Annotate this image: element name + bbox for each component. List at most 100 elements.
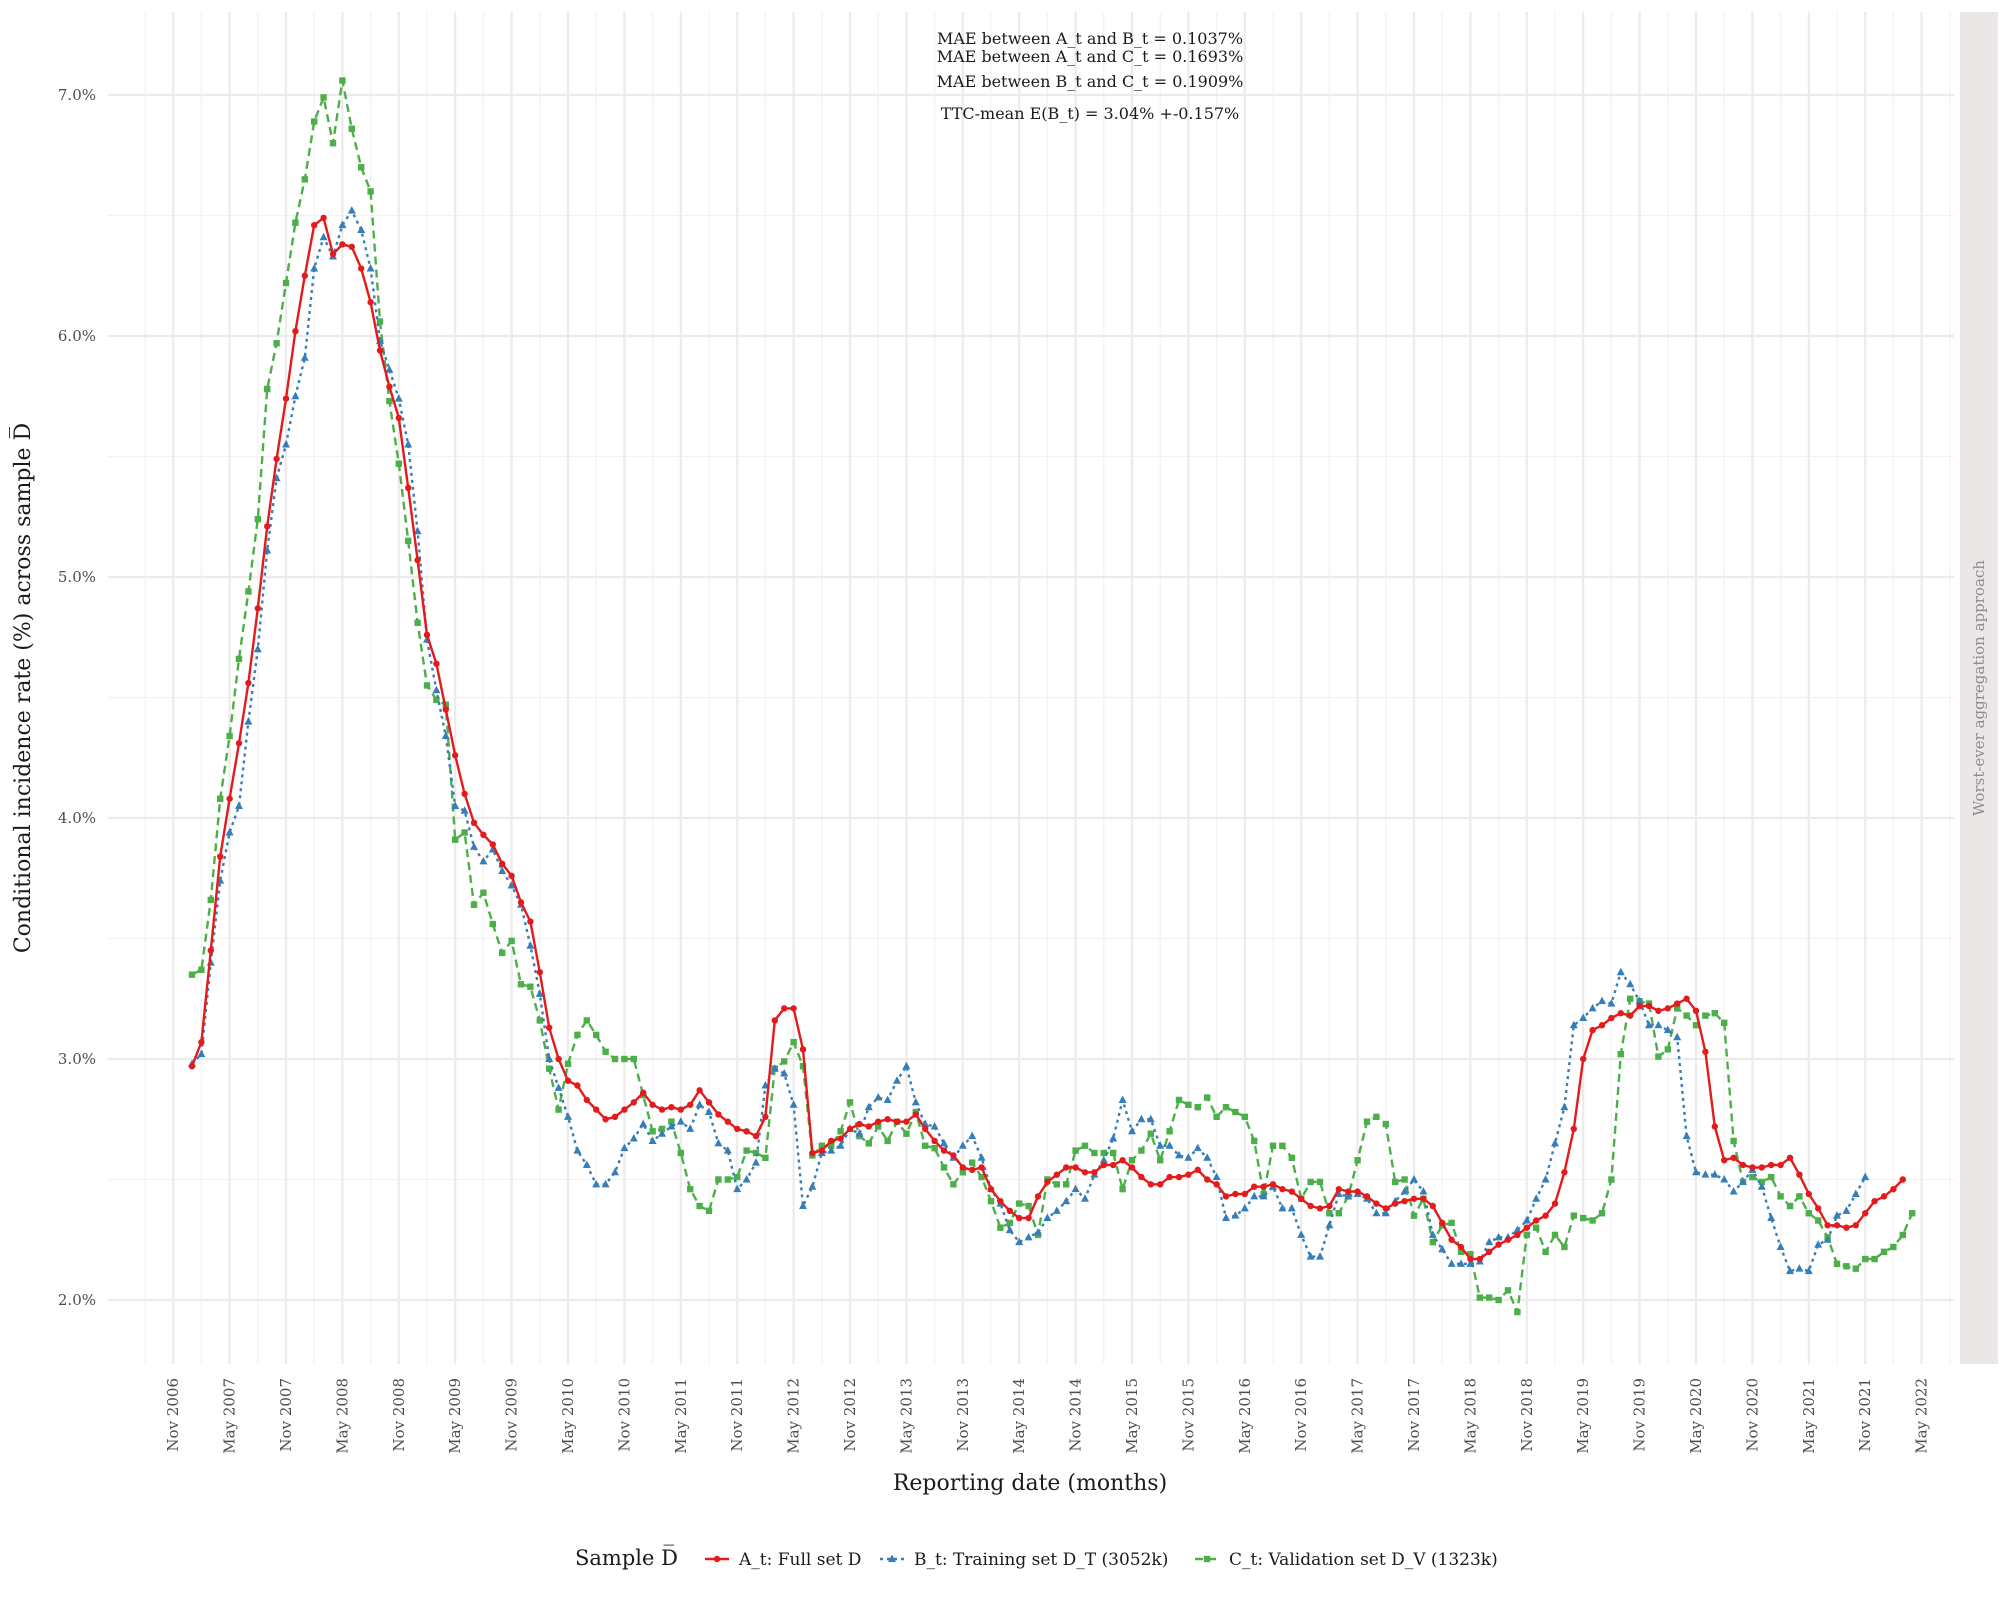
series-a-full-set-point (339, 241, 346, 248)
series-a-full-set-point (1119, 1157, 1126, 1164)
series-a-full-set-point (696, 1087, 703, 1094)
series-b-training-set-point (554, 1083, 563, 1091)
series-a-full-set-point (320, 214, 327, 222)
series-a-full-set-point (884, 1116, 891, 1123)
series-b-training-set-point (1851, 1189, 1860, 1197)
series-a-full-set-point (1175, 1173, 1183, 1181)
series-a-full-set-point (1692, 1007, 1700, 1014)
series-a-full-set-point (790, 1005, 797, 1012)
series-a-full-set-point (311, 221, 318, 229)
series-b-training-set-point (319, 232, 328, 241)
series-a-full-set-point (1025, 1214, 1032, 1222)
series-c-validation-set-point (1852, 1265, 1859, 1272)
series-c-validation-set-point (1542, 1248, 1549, 1255)
series-b-training-set-point (1814, 1240, 1823, 1248)
series-c-validation-set-point (555, 1106, 562, 1113)
series-a-full-set-point (1730, 1154, 1737, 1162)
series-a-full-set-point (254, 605, 261, 612)
series-a-full-set-point (809, 1149, 816, 1157)
major-gridlines (108, 12, 1954, 1364)
series-c-validation-set-point (1617, 1050, 1624, 1058)
series-c-validation-set-point (649, 1128, 656, 1135)
y-tick-label: 5.0% (58, 568, 96, 586)
series-b-training-set-point (479, 856, 488, 865)
series-b-training-set-point (1193, 1143, 1202, 1152)
series-c-validation-set-point (658, 1125, 666, 1133)
series-a-full-set-point (1871, 1197, 1878, 1205)
series-a-full-set-point (1016, 1214, 1023, 1222)
series-b-training-set-point (705, 1107, 713, 1116)
minor-gridlines (108, 12, 1954, 1364)
series-c-validation-set-point (1608, 1176, 1615, 1183)
series-b-training-set-point (1287, 1203, 1296, 1212)
series-c-validation-set-point (489, 920, 496, 928)
series-c-validation-set-point (499, 949, 506, 957)
series-b-training-set-point (1438, 1244, 1447, 1253)
series-a-full-set-point (1636, 1002, 1643, 1010)
series-c-validation-set-point (1401, 1176, 1408, 1183)
series-a-full-set-point (1288, 1188, 1296, 1195)
legend-entry-c-marker (1203, 1555, 1211, 1563)
series-a-full-set-point (1580, 1055, 1587, 1063)
series-c-validation-set-point (1025, 1202, 1032, 1210)
series-c-validation-set-point (1175, 1096, 1183, 1104)
series-b-training-set-point (1428, 1230, 1437, 1238)
series-c-validation-set-point (405, 537, 412, 545)
series-a-full-set-point (1006, 1207, 1013, 1215)
series-a-full-set-point (1664, 1005, 1672, 1012)
series-b-training-set-point (1316, 1252, 1324, 1260)
series-a-full-set-point (940, 1147, 948, 1154)
series-c-validation-set-point (414, 619, 421, 626)
series-c-validation-set-point (188, 971, 196, 978)
series-c-validation-set-point (1100, 1149, 1107, 1157)
legend-entry-b-label: B_t: Training set D_T (3052k) (914, 1550, 1168, 1570)
series-a-full-set-point (574, 1082, 581, 1089)
series-c-validation-set-point (1664, 1046, 1671, 1053)
series-c-validation-set-point (1495, 1296, 1502, 1304)
series-b-training-set-point (667, 1121, 676, 1130)
series-a-full-set-point (687, 1101, 694, 1108)
series-a-full-set-point (1570, 1125, 1578, 1133)
series-c-validation-set-point (1053, 1181, 1060, 1188)
series-c-validation-set-point (226, 732, 233, 740)
series-c-validation-set-point (292, 219, 299, 226)
series-b-training-set-point (1786, 1266, 1794, 1275)
series-b-training-set-point (658, 1129, 666, 1137)
legend-entry-b: B_t: Training set D_T (3052k) (880, 1550, 1168, 1570)
series-b-training-set-point (1109, 1134, 1118, 1142)
series-a-full-set-point (376, 347, 384, 354)
series-a-full-set-point (837, 1135, 844, 1142)
series-b-training-set-point (1616, 967, 1625, 976)
series-c-validation-set-point (1467, 1251, 1474, 1258)
series-c-validation-set-point (264, 385, 271, 393)
y-axis-title: Conditional incidence rate (%) across sa… (9, 423, 36, 953)
series-c-validation-set-point (1006, 1219, 1013, 1227)
series-b-training-set-point (310, 264, 319, 272)
series-a-full-set-point (1269, 1181, 1277, 1188)
series-c-validation-set-point (1063, 1181, 1070, 1188)
series-b-training-set-point (1128, 1126, 1136, 1135)
series-a-full-set-point (602, 1116, 609, 1123)
series-b-training-set-point (1400, 1187, 1409, 1195)
series-b-training-set-point (1024, 1232, 1033, 1241)
series-c-validation-set-point (875, 1123, 882, 1130)
x-tick-label: Nov 2012 (841, 1378, 859, 1452)
series-b-training-set-point (752, 1158, 760, 1166)
series-a-full-set-point (282, 395, 290, 402)
series-c-validation-set-point (1598, 1210, 1606, 1217)
series-b-training-set-point (1522, 1215, 1531, 1224)
series-b-training-set-point (1588, 1003, 1597, 1012)
series-b-training-set-point (902, 1061, 911, 1070)
series-b-training-set-point (404, 439, 413, 448)
series-c-validation-set-point (1232, 1108, 1239, 1116)
series-c-validation-set-point (969, 1159, 976, 1166)
series-b-training-set-point (883, 1095, 892, 1103)
series-b-training-set-point (1776, 1242, 1785, 1250)
series-a-full-set-point (950, 1152, 957, 1159)
series-b-training-set-point (253, 644, 262, 653)
series-a-full-set-point (828, 1137, 835, 1145)
series-a-full-set-point (1514, 1231, 1521, 1239)
series-c-validation-set-point (301, 176, 308, 183)
series-a-full-set-point (611, 1113, 619, 1121)
series-a-full-set-point (1448, 1236, 1455, 1243)
